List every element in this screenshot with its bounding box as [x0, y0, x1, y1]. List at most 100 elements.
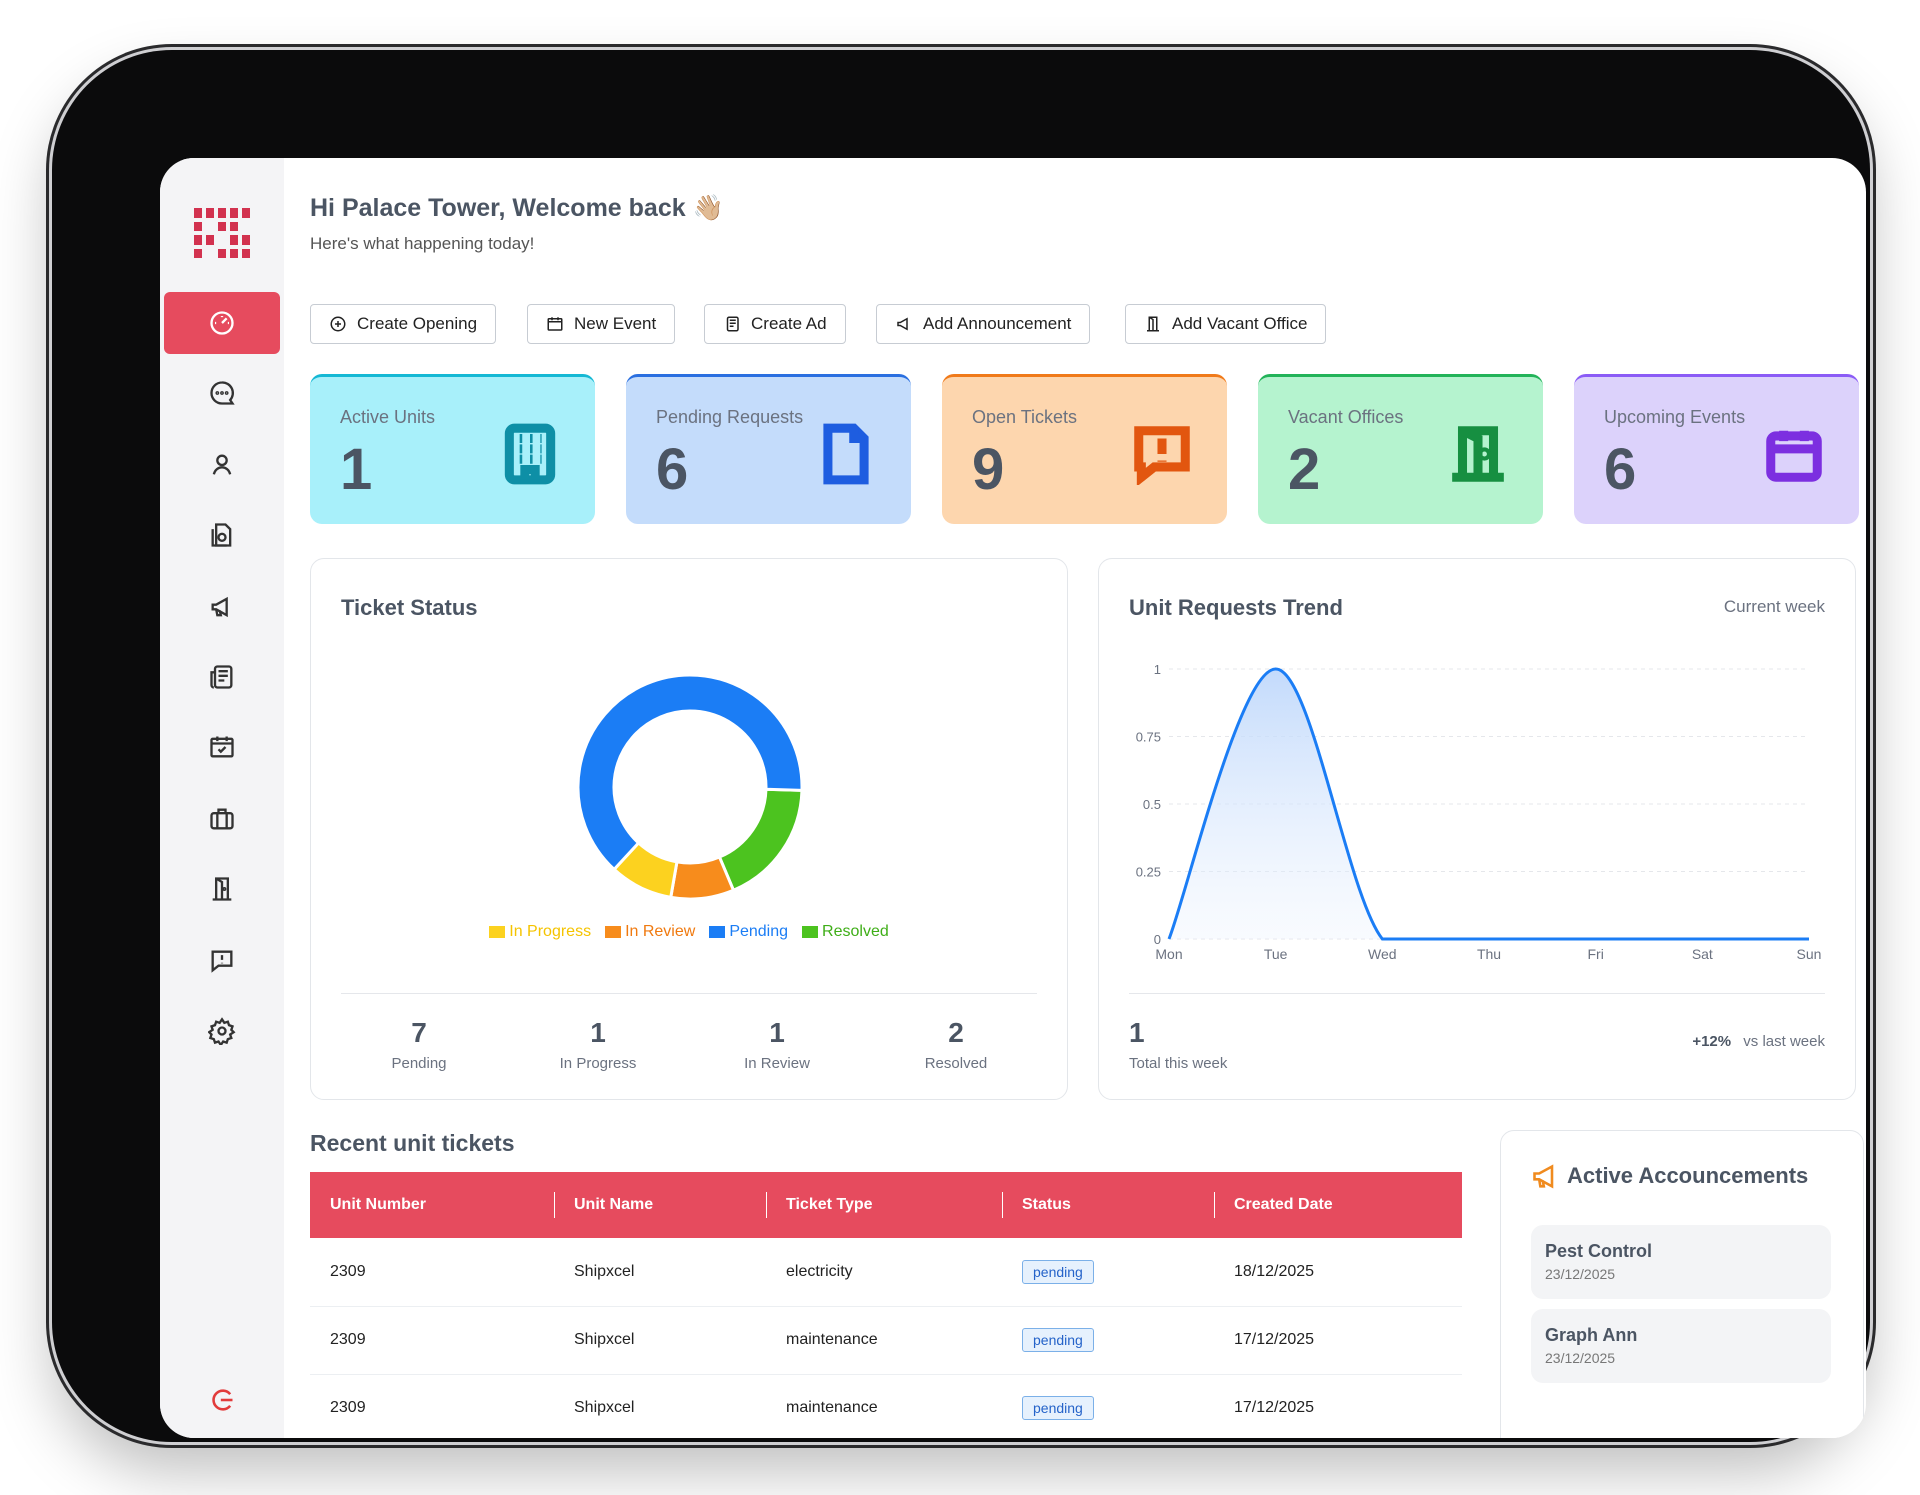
sidebar-item-documents[interactable]: [160, 504, 284, 566]
panel-title: Unit Requests Trend: [1129, 595, 1343, 620]
cell-unit-number: 2309: [310, 1238, 554, 1307]
sidebar-item-users[interactable]: [160, 434, 284, 496]
sidebar-item-chat[interactable]: [160, 362, 284, 424]
card-value: 6: [1604, 437, 1637, 502]
dashboard-icon: [210, 311, 234, 335]
active-units-card[interactable]: Active Units 1: [310, 374, 595, 524]
page-subtitle: Here's what happening today!: [310, 234, 535, 253]
unit-requests-trend-panel: Unit Requests Trend Current week 0 0.25 0.…: [1098, 558, 1856, 1100]
document-icon: [823, 423, 869, 485]
table-row[interactable]: 2309 Shipxcel electricity pending 18/12/…: [310, 1238, 1462, 1307]
period-label[interactable]: Current week: [1723, 597, 1825, 616]
vacant-offices-card[interactable]: Vacant Offices 2: [1258, 374, 1543, 524]
stat-resolved: 2 Resolved: [924, 1017, 988, 1072]
upcoming-events-card[interactable]: Upcoming Events 6: [1574, 374, 1859, 524]
card-value: 9: [972, 437, 1005, 502]
tablet-frame: Hi Palace Tower, Welcome back 👋🏼 Here's …: [52, 50, 1870, 1442]
x-tick-label: Sat: [1692, 946, 1713, 962]
pending-requests-card[interactable]: Pending Requests 6: [626, 374, 911, 524]
column-header[interactable]: Created Date: [1214, 1172, 1462, 1238]
sidebar-item-feedback[interactable]: [160, 930, 284, 992]
legend-resolved[interactable]: Resolved: [802, 923, 889, 941]
open-tickets-card[interactable]: Open Tickets 9: [942, 374, 1227, 524]
ticket-status-panel: Ticket Status In Progress In Review Pend…: [310, 558, 1068, 1100]
card-label: Vacant Offices: [1288, 407, 1404, 427]
column-header[interactable]: Ticket Type: [766, 1172, 1002, 1238]
sidebar-item-news[interactable]: [160, 646, 284, 708]
cell-unit-name: Shipxcel: [554, 1374, 766, 1438]
trend-total: 1 Total this week: [1129, 1017, 1227, 1072]
status-badge: pending: [1022, 1259, 1094, 1284]
cell-status: pending: [1002, 1238, 1214, 1307]
card-value: 6: [656, 437, 689, 502]
add-announcement-button[interactable]: Add Announcement: [876, 304, 1091, 344]
cell-status: pending: [1002, 1374, 1214, 1438]
card-label: Open Tickets: [972, 407, 1078, 427]
x-tick-label: Sun: [1797, 946, 1822, 962]
create-ad-button[interactable]: Create Ad: [704, 304, 846, 344]
card-value: 1: [340, 437, 373, 502]
announcement-item[interactable]: Pest Control 23/12/2025: [1531, 1225, 1831, 1299]
column-header[interactable]: Status: [1002, 1172, 1214, 1238]
sidebar-item-settings[interactable]: [160, 1000, 284, 1062]
card-label: Upcoming Events: [1604, 407, 1746, 427]
y-tick-label: 0.25: [1136, 865, 1161, 880]
cell-ticket-type: maintenance: [766, 1374, 1002, 1438]
add-vacant-office-button[interactable]: Add Vacant Office: [1125, 304, 1327, 344]
panel-title: Active Accouncements: [1567, 1163, 1809, 1188]
sidebar-item-dashboard[interactable]: [164, 292, 280, 354]
donut-slice-pending[interactable]: [576, 673, 804, 872]
sidebar-item-careers[interactable]: [160, 788, 284, 850]
sidebar: [160, 158, 284, 1438]
total-label: Total this week: [1129, 1055, 1228, 1072]
divider: [341, 993, 1037, 994]
legend-in-progress[interactable]: In Progress: [489, 923, 591, 941]
y-tick-label: 0.5: [1143, 797, 1161, 812]
chat-icon: [210, 381, 235, 405]
main-content: Hi Palace Tower, Welcome back 👋🏼 Here's …: [310, 158, 1866, 1438]
stat-in-progress: 1 In Progress: [559, 1017, 637, 1072]
new-event-button[interactable]: New Event: [527, 304, 676, 344]
trend-line[interactable]: [1167, 667, 1809, 941]
table-row[interactable]: 2309 Shipxcel maintenance pending 17/12/…: [310, 1306, 1462, 1375]
sidebar-item-events[interactable]: [160, 716, 284, 778]
donut-slice-resolved[interactable]: [717, 787, 804, 893]
announcement-title: Pest Control: [1545, 1241, 1653, 1261]
legend-in-review[interactable]: In Review: [605, 923, 695, 941]
recent-tickets-title: Recent unit tickets: [310, 1130, 515, 1156]
briefcase-icon: [210, 808, 234, 830]
button-label: Create Ad: [751, 314, 827, 333]
column-header[interactable]: Unit Number: [330, 1196, 426, 1213]
create-opening-button[interactable]: Create Opening: [310, 304, 497, 344]
stat-pending: 7 Pending: [391, 1017, 447, 1072]
status-badge: pending: [1022, 1396, 1094, 1420]
sidebar-item-announcements[interactable]: [160, 576, 284, 638]
trend-area: [1169, 669, 1809, 939]
chart-legend: In Progress In Review Pending Resolved: [311, 923, 1067, 941]
column-header[interactable]: Unit Name: [554, 1172, 766, 1238]
cell-unit-name: Shipxcel: [554, 1306, 766, 1375]
button-label: Add Announcement: [923, 314, 1072, 333]
logout-button[interactable]: [160, 1386, 284, 1414]
app-screen: Hi Palace Tower, Welcome back 👋🏼 Here's …: [160, 158, 1866, 1438]
card-value: 2: [1288, 437, 1321, 502]
table-row[interactable]: 2309 Shipxcel maintenance pending 17/12/…: [310, 1374, 1462, 1438]
y-tick-label: 0: [1154, 932, 1161, 947]
announcement-item[interactable]: Graph Ann 23/12/2025: [1531, 1309, 1831, 1383]
change-value: +12%: [1692, 1033, 1732, 1050]
stat-in-review: 1 In Review: [744, 1017, 810, 1072]
cell-unit-number: 2309: [310, 1306, 554, 1375]
unit-requests-line-chart: 0 0.25 0.5 0.75 1 Mon Tue Wed Thu Fri Sat Sun: [1136, 662, 1822, 962]
announcement-date: 23/12/2025: [1545, 1350, 1616, 1366]
legend-pending[interactable]: Pending: [709, 923, 788, 941]
announcement-date: 23/12/2025: [1545, 1266, 1616, 1282]
active-announcements-panel: Active Accouncements Pest Control 23/12/…: [1500, 1130, 1864, 1438]
card-label: Pending Requests: [656, 407, 804, 427]
building-icon: [504, 423, 556, 485]
documents-icon: [211, 523, 232, 547]
calendar-icon: [1766, 430, 1822, 482]
megaphone-icon: [211, 596, 228, 618]
app-logo: [194, 208, 250, 258]
x-tick-label: Tue: [1264, 946, 1288, 962]
sidebar-item-vacant-offices[interactable]: [160, 858, 284, 920]
